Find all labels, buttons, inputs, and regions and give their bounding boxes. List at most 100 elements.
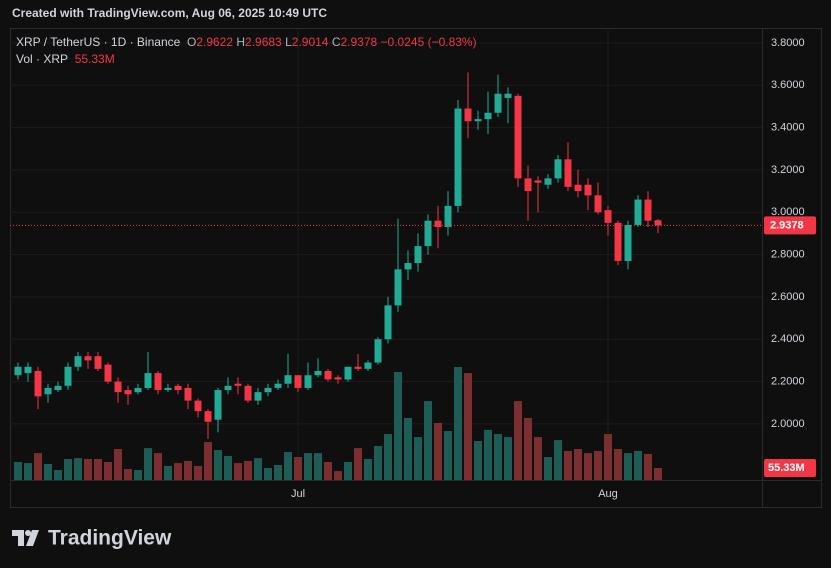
candle-body: [184, 387, 192, 401]
x-tick-label: Jul: [291, 488, 305, 500]
candle-body: [14, 366, 22, 376]
change-value: −0.0245 (−0.83%): [380, 35, 477, 49]
candle-body: [504, 93, 512, 98]
high-label: H: [236, 35, 246, 49]
volume-bar: [144, 448, 152, 480]
volume-bar: [624, 453, 632, 480]
volume-bar: [284, 452, 292, 480]
candle-body: [384, 305, 392, 340]
candle-body: [364, 362, 372, 369]
volume-bar: [354, 448, 362, 480]
candle-body: [124, 390, 132, 395]
candle-body: [604, 210, 612, 223]
candle-body: [314, 370, 322, 376]
candle-body: [134, 387, 142, 393]
volume-bar: [24, 463, 32, 480]
volume-bar: [74, 458, 82, 480]
candle-body: [144, 373, 152, 388]
volume-bar: [84, 458, 92, 480]
candle-body: [524, 178, 532, 192]
logo-icon: [12, 530, 39, 546]
volume-bar: [94, 458, 102, 480]
volume-bar: [434, 422, 442, 480]
volume-label-box: [764, 459, 816, 477]
volume-bar: [134, 470, 142, 480]
volume-bar: [414, 437, 422, 480]
y-tick-label: 2.0000: [771, 418, 805, 430]
high-value: 2.9683: [245, 35, 282, 49]
candle-body: [494, 93, 502, 113]
candle-body: [514, 95, 522, 179]
candle-body: [624, 224, 632, 261]
volume-bar: [64, 458, 72, 480]
candle-body: [104, 364, 112, 382]
candle-body: [394, 269, 402, 306]
candle-body: [334, 377, 342, 380]
open-label: O: [186, 35, 197, 49]
volume-bar: [124, 468, 132, 480]
volume-bar: [54, 470, 62, 480]
candle-body: [284, 375, 292, 384]
volume-bar: [654, 468, 662, 480]
candle-body: [94, 356, 102, 369]
volume-bar: [254, 458, 262, 480]
y-tick-label: 3.2000: [771, 164, 805, 176]
y-tick-label: 2.4000: [771, 333, 805, 345]
volume-bar: [614, 448, 622, 480]
volume-bar: [604, 434, 612, 480]
volume-bar: [234, 463, 242, 480]
logo-text: TradingView: [48, 527, 172, 550]
low-label: L: [285, 35, 292, 49]
y-tick-label: 3.4000: [771, 121, 805, 133]
ohlc-legend: XRP / TetherUS · 1D · Binance O2.9622 H2…: [16, 35, 477, 49]
volume-bar: [204, 442, 212, 480]
candle-body: [174, 385, 182, 391]
candle-body: [654, 220, 662, 226]
volume-bar: [454, 367, 462, 480]
volume-value: 55.33M: [74, 52, 115, 66]
volume-bar: [574, 448, 582, 480]
volume-bar: [424, 401, 432, 480]
last-price-label: 2.9378: [770, 219, 804, 231]
candle-body: [634, 199, 642, 225]
candle-body: [254, 392, 262, 401]
candle-body: [264, 387, 272, 393]
candle-body: [244, 385, 252, 401]
candle-body: [574, 184, 582, 192]
volume-bar: [114, 448, 122, 480]
candle-body: [454, 108, 462, 206]
candle-body: [194, 400, 202, 412]
volume-bar: [224, 455, 232, 480]
volume-bar: [524, 417, 532, 480]
y-tick-label: 3.0000: [771, 206, 805, 218]
pane-border: [10, 28, 822, 508]
candle-body: [554, 159, 562, 179]
candle-body: [434, 220, 442, 228]
candle-body: [84, 356, 92, 361]
candle-body: [424, 220, 432, 247]
candle-body: [644, 199, 652, 221]
candle-body: [374, 339, 382, 363]
volume-bar: [484, 429, 492, 480]
volume-title: Vol · XRP: [16, 52, 69, 66]
candle-body: [214, 390, 222, 420]
candle-body: [484, 112, 492, 120]
close-value: 2.9378: [340, 35, 378, 49]
y-tick-label: 3.8000: [771, 37, 805, 49]
candle-body: [474, 119, 482, 122]
volume-bar: [34, 453, 42, 480]
volume-bar: [464, 373, 472, 480]
candle-body: [204, 411, 212, 422]
volume-bar: [504, 437, 512, 480]
candle-body: [324, 370, 332, 380]
candle-body: [114, 381, 122, 393]
last-price-box: [764, 216, 816, 235]
volume-bar: [394, 371, 402, 480]
candle-body: [304, 375, 312, 388]
volume-bar: [384, 434, 392, 480]
candle-body: [534, 180, 542, 183]
volume-bar: [334, 471, 342, 480]
symbol: XRP / TetherUS · 1D · Binance: [16, 35, 181, 49]
volume-bar: [314, 453, 322, 480]
